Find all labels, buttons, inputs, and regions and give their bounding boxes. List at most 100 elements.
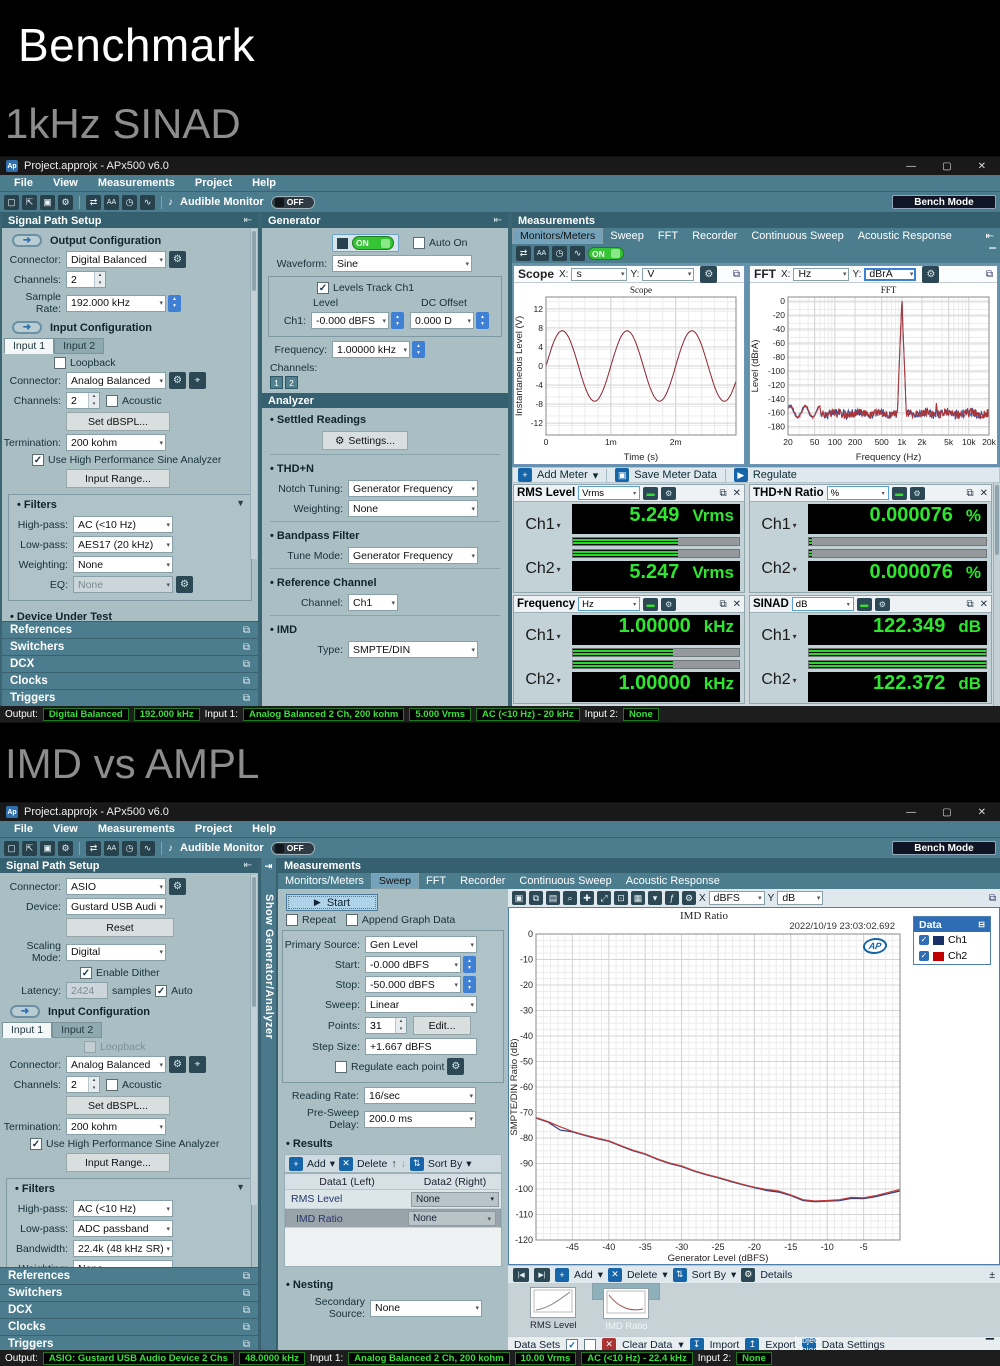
close-button[interactable]: ✕ xyxy=(977,160,986,172)
copy-icon[interactable]: ⧉ xyxy=(529,891,543,905)
regulate-button[interactable]: Regulate xyxy=(752,469,797,481)
move-down-icon[interactable]: ↓ xyxy=(400,1157,406,1170)
zoom-center-icon[interactable]: ⊡ xyxy=(614,891,628,905)
gear-icon[interactable]: ⚙ xyxy=(169,878,186,895)
external-link-icon[interactable]: ⧉ xyxy=(242,1338,250,1350)
transfer-icon[interactable]: ⇄ xyxy=(516,246,531,261)
save-icon[interactable]: ▣ xyxy=(40,194,55,210)
channel-label[interactable]: Ch1 ▾ xyxy=(761,516,797,533)
menu-help[interactable]: Help xyxy=(252,177,277,189)
checkbox-repeat[interactable]: Repeat xyxy=(286,914,336,926)
button[interactable]: Set dBSPL... xyxy=(66,412,170,431)
external-link-icon[interactable]: ⧉ xyxy=(732,268,740,280)
dropdown[interactable]: 200 kohm ▾ xyxy=(66,1118,166,1135)
checkbox-box[interactable]: ✓ xyxy=(155,984,168,997)
clock-icon[interactable]: ◷ xyxy=(122,840,137,856)
external-link-icon[interactable]: ⧉ xyxy=(966,487,974,499)
monitor-icon[interactable]: ⌖ xyxy=(189,372,206,389)
external-link-icon[interactable]: ⧉ xyxy=(985,268,993,280)
pan-icon[interactable]: ✚ xyxy=(580,891,594,905)
signal-icon[interactable]: ∿ xyxy=(140,840,155,856)
result-data2-dropdown[interactable]: None ▾ xyxy=(408,1211,496,1226)
menu-help[interactable]: Help xyxy=(252,823,277,835)
meter-range-icon[interactable]: ▬ xyxy=(643,486,659,500)
aa-icon[interactable]: AA xyxy=(104,194,119,210)
gear-icon[interactable]: ⚙ xyxy=(700,265,718,283)
gear-icon[interactable]: ⚙ xyxy=(922,265,940,283)
dropdown[interactable]: 0.000 D ▾ xyxy=(410,312,474,329)
button[interactable]: Input Range... xyxy=(66,1153,170,1172)
add-button[interactable]: Add xyxy=(574,1268,593,1281)
x-unit-dropdown[interactable]: Hz ▾ xyxy=(793,267,850,281)
external-link-icon[interactable]: ⧉ xyxy=(242,658,250,670)
thumbnail-rms-level[interactable]: RMS Level xyxy=(520,1283,586,1333)
meter-range-icon[interactable]: ▬ xyxy=(891,486,907,500)
external-link-icon[interactable]: ⧉ xyxy=(242,641,250,653)
export-button[interactable]: Export xyxy=(765,1338,796,1351)
clear-data-button[interactable]: Clear Data xyxy=(622,1338,673,1351)
zoom-icon[interactable]: ⌕ xyxy=(563,891,577,905)
external-link-icon[interactable]: ⧉ xyxy=(988,892,996,904)
dropdown[interactable]: Digital ▾ xyxy=(66,943,166,961)
maximize-button[interactable]: ▢ xyxy=(942,806,952,818)
tab-recorder[interactable]: Recorder xyxy=(692,230,738,242)
close-button[interactable]: ✕ xyxy=(977,806,986,818)
channel-label[interactable]: Ch1 ▾ xyxy=(761,627,797,644)
transfer-icon[interactable]: ⇄ xyxy=(86,194,101,210)
dropdown[interactable]: 192.000 kHz ▾ xyxy=(66,294,166,312)
gear-icon[interactable]: ⚙ xyxy=(909,486,925,500)
dropdown[interactable]: 22.4k (48 kHz SR) ▾ xyxy=(73,1240,173,1257)
channel-label[interactable]: Ch2 ▾ xyxy=(761,560,797,577)
pin-icon[interactable]: ⇤ xyxy=(985,230,994,242)
data-settings-button[interactable]: Data Settings xyxy=(821,1338,885,1351)
gear-icon[interactable]: ⚙ xyxy=(447,1058,465,1075)
channel-label[interactable]: Ch2 ▾ xyxy=(525,560,561,577)
spinner-arrows[interactable]: ▴ ▾ xyxy=(395,1018,406,1033)
thumbnail-imd-ratio[interactable]: IMD Ratio xyxy=(592,1283,661,1332)
move-up-icon[interactable]: ↑ xyxy=(391,1157,397,1170)
open-icon[interactable]: ⇱ xyxy=(22,194,37,210)
channel-label[interactable]: Ch1 ▾ xyxy=(525,516,561,533)
dropdown[interactable]: SMPTE/DIN ▾ xyxy=(348,641,478,658)
pin-icon[interactable]: ▔ xyxy=(985,1338,994,1351)
menu-file[interactable]: File xyxy=(14,823,33,835)
clock-icon[interactable]: ◷ xyxy=(552,246,567,261)
settings-icon[interactable]: ⚙ xyxy=(58,840,73,856)
checkbox-regulate-each-point[interactable]: Regulate each point xyxy=(335,1060,444,1073)
external-link-icon[interactable]: ⧉ xyxy=(242,675,250,687)
aa-icon[interactable]: AA xyxy=(534,246,549,261)
dropdown[interactable]: Ch1 ▾ xyxy=(348,594,398,611)
dropdown[interactable]: Digital Balanced ▾ xyxy=(66,251,166,268)
audible-monitor-toggle[interactable]: OFF xyxy=(270,841,315,855)
data-set-checkbox-unchecked[interactable] xyxy=(584,1338,597,1351)
checkbox-acoustic[interactable]: Acoustic xyxy=(106,1078,162,1091)
add-button[interactable]: Add xyxy=(307,1157,326,1170)
tab-recorder[interactable]: Recorder xyxy=(460,875,506,887)
section-clocks[interactable]: Clocks ⧉ xyxy=(2,672,258,689)
blue-stepper[interactable]: ▴ ▾ xyxy=(476,312,489,329)
start-button[interactable]: ▶ Start xyxy=(286,894,378,911)
bench-mode-button[interactable]: Bench Mode xyxy=(892,841,996,855)
channel-button-2[interactable]: 2 xyxy=(285,376,298,389)
first-icon[interactable]: |◀ xyxy=(513,1267,529,1282)
dropdown[interactable]: -0.000 dBFS ▾ xyxy=(365,956,461,973)
blue-stepper[interactable]: ▴ ▾ xyxy=(168,294,181,312)
spinner[interactable]: 2 ▴ ▾ xyxy=(66,271,106,288)
checkbox-loopback[interactable]: Loopback xyxy=(54,357,116,369)
dropdown[interactable]: AC (<10 Hz) ▾ xyxy=(73,516,173,533)
save-icon[interactable]: ▣ xyxy=(40,840,55,856)
meter-unit-dropdown[interactable]: Vrms ▾ xyxy=(578,486,641,500)
checkbox-box[interactable] xyxy=(106,1078,118,1091)
x-unit-dropdown[interactable]: s ▾ xyxy=(571,267,628,281)
button[interactable]: Input Range... xyxy=(66,469,170,488)
dropdown[interactable]: ASIO ▾ xyxy=(66,878,166,895)
external-link-icon[interactable]: ⧉ xyxy=(966,598,974,610)
external-link-icon[interactable]: ⧉ xyxy=(242,1304,250,1316)
y-unit-dropdown[interactable]: V ▾ xyxy=(642,267,695,281)
checkbox-box[interactable]: ✓ xyxy=(317,282,329,294)
clock-icon[interactable]: ◷ xyxy=(122,194,137,210)
checkbox-box[interactable] xyxy=(106,394,118,407)
checkbox-append-graph-data[interactable]: Append Graph Data xyxy=(345,914,455,926)
gear-icon[interactable]: ⚙ xyxy=(682,891,696,905)
gear-icon[interactable]: ⚙ xyxy=(169,1056,186,1073)
